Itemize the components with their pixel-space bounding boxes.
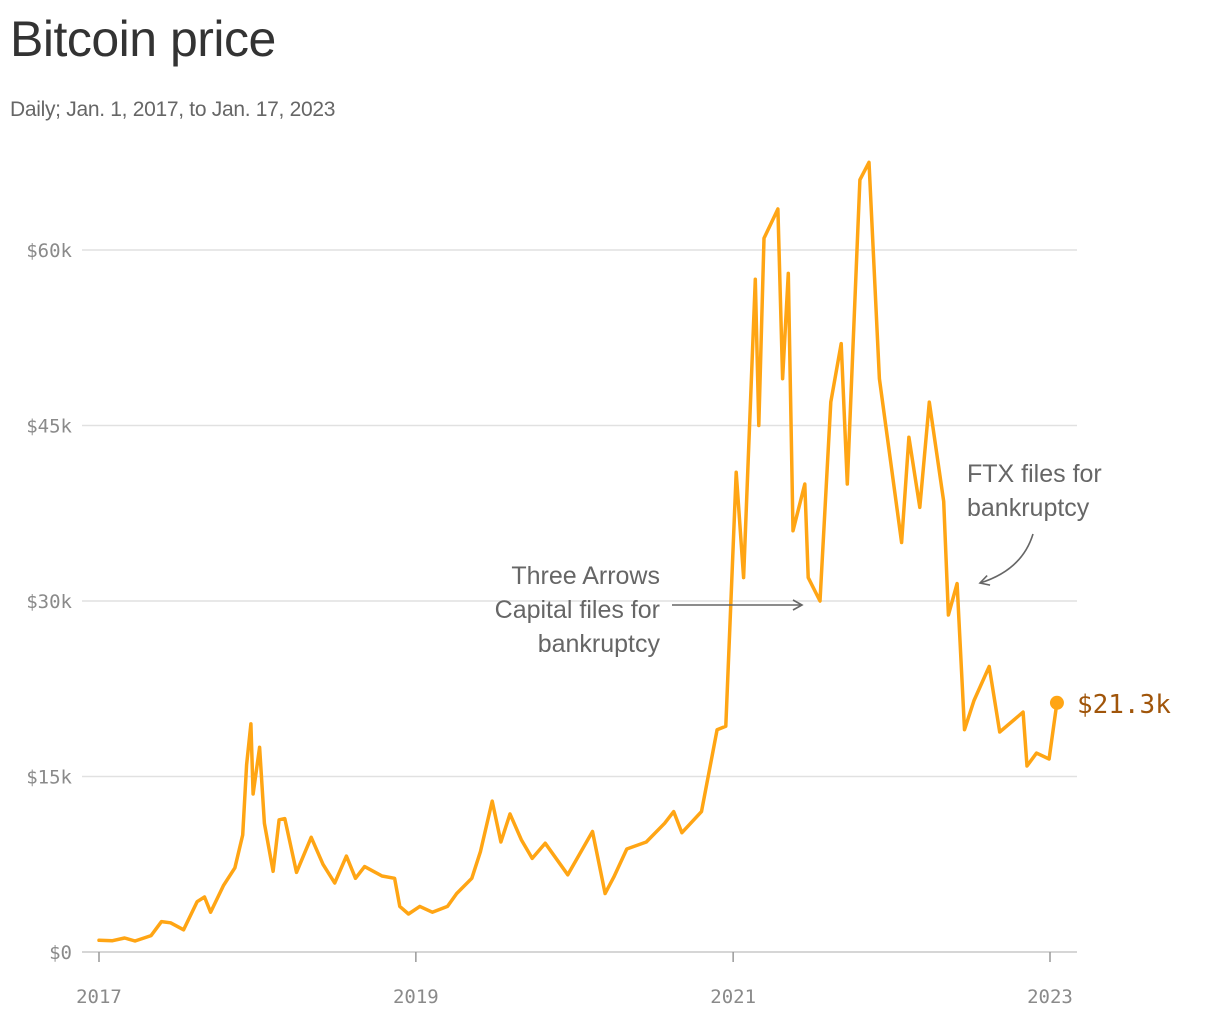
annotation-ftx-line: bankruptcy [967,494,1090,522]
end-point-marker [1049,695,1064,710]
y-tick-label: $30k [26,591,72,613]
x-tick-label: 2017 [76,986,122,1008]
y-tick-label: $60k [26,240,72,262]
x-tick-label: 2021 [710,986,756,1008]
annotation-three-arrows-line: Three Arrows [511,562,660,590]
price-line [97,160,1059,943]
y-tick-label: $45k [26,416,72,438]
x-axis: 2017 2019 2021 2023 [76,952,1073,1008]
price-series: $21.3k [97,160,1171,943]
y-axis: $0 $15k $30k $45k $60k [26,240,72,964]
annotation-ftx-arrow [978,533,1034,586]
x-tick-label: 2023 [1027,986,1073,1008]
gridlines [82,249,1077,953]
chart-subtitle: Daily; Jan. 1, 2017, to Jan. 17, 2023 [10,98,336,121]
y-tick-label: $15k [26,767,72,789]
annotations: Three Arrows Capital files for bankruptcy F… [495,460,1102,658]
chart-title: Bitcoin price [10,11,276,67]
annotation-three-arrows-line: Capital files for [495,596,660,624]
y-tick-label: $0 [49,942,72,964]
annotation-three-arrows-line: bankruptcy [538,630,661,658]
annotation-ftx-line: FTX files for [967,460,1102,488]
x-tick-label: 2019 [393,986,439,1008]
end-value-label: $21.3k [1077,690,1171,720]
